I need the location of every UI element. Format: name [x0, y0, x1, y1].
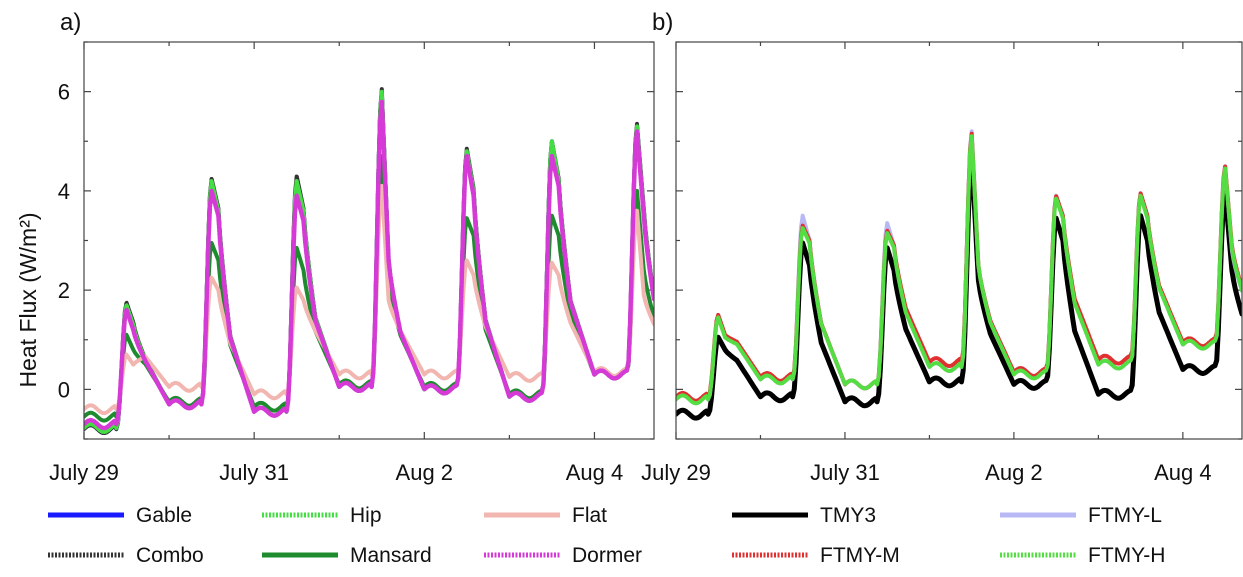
- legend-label-gable: Gable: [136, 504, 192, 527]
- legend-label-flat: Flat: [572, 504, 607, 527]
- series-line-ftmy-h: [676, 134, 1242, 406]
- x-tick-label: July 29: [49, 460, 119, 485]
- panel-a-series: [84, 87, 654, 435]
- legend-label-mansard: Mansard: [350, 544, 432, 567]
- legend-label-tmy3: TMY3: [820, 504, 876, 527]
- panel-b-ticks: July 29 July 31 Aug 2 Aug 4: [641, 41, 1242, 485]
- series-line-flat: [84, 183, 654, 416]
- x-tick-label: July 31: [810, 460, 880, 485]
- series-line-tmy3: [676, 153, 1242, 421]
- x-tick-label: Aug 4: [1154, 460, 1212, 485]
- legend-label-ftmy-m: FTMY-M: [820, 544, 900, 567]
- panel-a-label: a): [60, 9, 81, 36]
- panel-a-frame: [83, 41, 655, 440]
- y-tick-label: 2: [58, 278, 70, 303]
- panel-b-series: [676, 129, 1242, 421]
- panel-a: a) Heat Flux (W/m²) 0 2 4 6 July 29 July 31 Au…: [15, 9, 655, 485]
- x-tick-label: July 29: [641, 460, 711, 485]
- legend: Gable Combo Hip Mansard Flat Dormer TMY3 FTMY-M…: [48, 504, 1165, 567]
- x-tick-label: Aug 2: [396, 460, 454, 485]
- y-axis-label: Heat Flux (W/m²): [15, 212, 41, 387]
- y-tick-label: 6: [58, 80, 70, 105]
- panel-b-label: b): [652, 9, 673, 36]
- panel-b: b) July 29 July 31 Aug 2 Aug 4: [641, 9, 1243, 485]
- legend-label-ftmy-l: FTMY-L: [1088, 504, 1162, 527]
- legend-label-hip: Hip: [350, 504, 382, 527]
- x-tick-label: July 31: [219, 460, 289, 485]
- series-line-ftmy-m: [676, 131, 1242, 403]
- y-tick-label: 0: [58, 377, 70, 402]
- x-tick-label: Aug 4: [566, 460, 624, 485]
- panel-b-frame: [675, 41, 1243, 440]
- y-tick-label: 4: [58, 179, 70, 204]
- legend-label-ftmy-h: FTMY-H: [1088, 544, 1165, 567]
- x-tick-label: Aug 2: [985, 460, 1043, 485]
- legend-label-dormer: Dormer: [572, 544, 642, 567]
- legend-label-combo: Combo: [136, 544, 204, 567]
- series-line-dormer: [84, 99, 654, 431]
